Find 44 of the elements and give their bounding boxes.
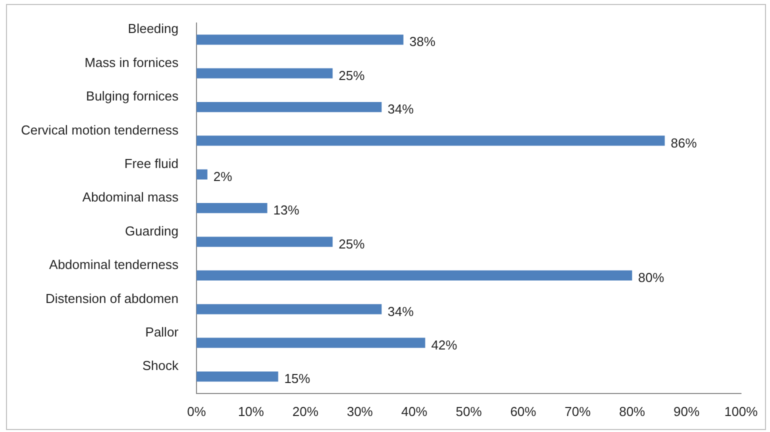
bar xyxy=(196,203,268,214)
x-tick-label: 60% xyxy=(510,404,537,419)
data-label: 42% xyxy=(431,337,458,352)
bar xyxy=(196,34,404,45)
x-tick-label: 40% xyxy=(401,404,428,419)
data-label: 15% xyxy=(284,371,311,386)
bar xyxy=(196,169,208,180)
y-tick-label: Cervical motion tenderness xyxy=(20,122,180,138)
x-tick-label: 80% xyxy=(619,404,646,419)
y-tick-label: Abdominal tenderness xyxy=(49,257,180,272)
y-tick-label: Mass in fornices xyxy=(84,54,180,70)
data-label: 13% xyxy=(273,202,300,218)
data-label: 2% xyxy=(213,168,233,184)
data-label: 25% xyxy=(338,236,366,252)
data-label: 38% xyxy=(409,34,436,50)
x-tick-label: 70% xyxy=(564,404,592,419)
y-tick-label: Abdominal mass xyxy=(82,190,180,205)
bar xyxy=(196,372,278,382)
data-label: 86% xyxy=(670,135,698,150)
y-tick-label: Bulging fornices xyxy=(86,88,180,104)
x-tick-label: 30% xyxy=(346,404,374,419)
x-tick-label: 0% xyxy=(187,404,206,419)
y-tick-label: Guarding xyxy=(125,223,179,238)
bar xyxy=(196,338,426,348)
bar xyxy=(196,270,632,281)
x-tick-label: 90% xyxy=(674,404,700,419)
y-tick-label: Bleeding xyxy=(128,21,179,36)
bar xyxy=(196,68,333,78)
data-label: 34% xyxy=(388,102,414,117)
data-label: 34% xyxy=(388,304,414,319)
x-tick-label: 20% xyxy=(292,404,319,419)
y-tick-label: Shock xyxy=(142,358,180,374)
bar xyxy=(196,136,665,146)
bar xyxy=(196,304,382,314)
y-tick-label: Distension of abdomen xyxy=(46,290,179,306)
data-label: 80% xyxy=(638,270,665,286)
bar xyxy=(196,102,382,112)
y-tick-label: Pallor xyxy=(145,324,180,340)
bar xyxy=(196,236,333,247)
y-tick-label: Free fluid xyxy=(124,156,179,171)
x-tick-label: 100% xyxy=(724,404,758,419)
x-tick-label: 10% xyxy=(238,404,264,419)
x-tick-label: 50% xyxy=(456,404,482,419)
data-label: 25% xyxy=(338,68,366,83)
